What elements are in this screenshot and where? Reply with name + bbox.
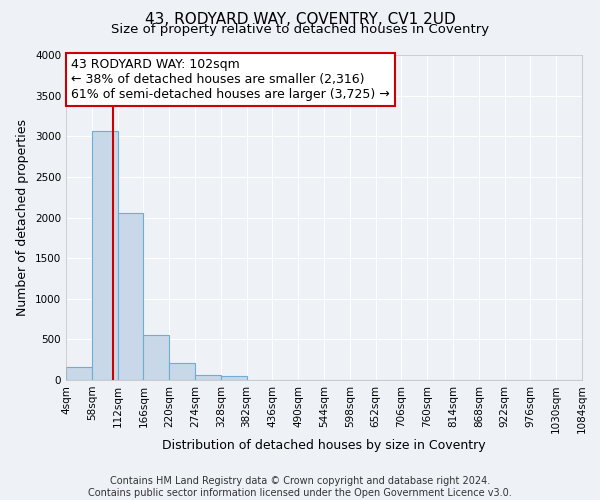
Bar: [195, 374, 221, 380]
Text: Size of property relative to detached houses in Coventry: Size of property relative to detached ho…: [111, 22, 489, 36]
Bar: [221, 376, 247, 380]
Bar: [118, 212, 143, 380]
Bar: [66, 368, 92, 380]
Bar: [92, 132, 118, 380]
Text: Contains HM Land Registry data © Crown copyright and database right 2024.
Contai: Contains HM Land Registry data © Crown c…: [88, 476, 512, 498]
Text: 43, RODYARD WAY, COVENTRY, CV1 2UD: 43, RODYARD WAY, COVENTRY, CV1 2UD: [145, 12, 455, 28]
Y-axis label: Number of detached properties: Number of detached properties: [16, 119, 29, 316]
Bar: [143, 334, 169, 380]
Text: 43 RODYARD WAY: 102sqm
← 38% of detached houses are smaller (2,316)
61% of semi-: 43 RODYARD WAY: 102sqm ← 38% of detached…: [71, 58, 390, 101]
Bar: [169, 364, 195, 380]
X-axis label: Distribution of detached houses by size in Coventry: Distribution of detached houses by size …: [162, 439, 486, 452]
